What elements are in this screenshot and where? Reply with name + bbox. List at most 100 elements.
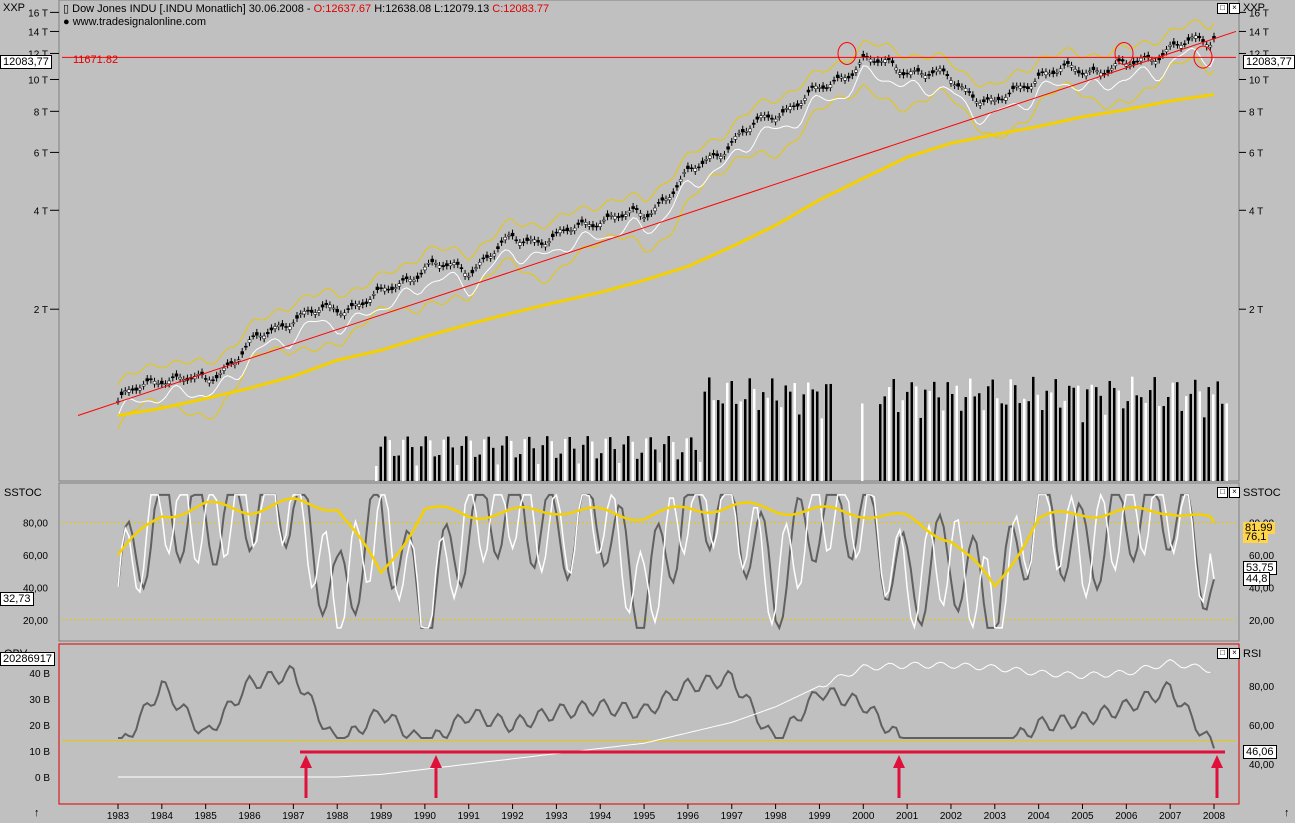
volume-bar bbox=[1032, 376, 1035, 481]
volume-bar bbox=[753, 388, 756, 481]
white-ma-line bbox=[117, 47, 1215, 417]
bollinger-upper bbox=[117, 19, 1215, 386]
volume-bar bbox=[829, 383, 832, 481]
volume-bar bbox=[712, 400, 715, 481]
volume-bar bbox=[514, 457, 517, 481]
volume-bar bbox=[496, 464, 499, 481]
candle-body bbox=[525, 237, 529, 241]
volume-bar bbox=[649, 437, 652, 481]
volume-bar bbox=[735, 403, 738, 481]
candle-body bbox=[857, 62, 862, 65]
year-label: 1984 bbox=[151, 811, 174, 822]
candle-body bbox=[510, 232, 515, 237]
candle-body bbox=[824, 87, 829, 89]
volume-bar bbox=[1113, 387, 1116, 481]
candle-body bbox=[514, 239, 518, 242]
candle-body bbox=[364, 301, 369, 304]
candle-body bbox=[309, 309, 314, 313]
volume-bar bbox=[1077, 385, 1080, 481]
maximize-icon[interactable]: □ bbox=[1217, 3, 1228, 14]
candle-body bbox=[737, 132, 741, 135]
candle-body bbox=[854, 69, 858, 73]
candle-body bbox=[313, 312, 318, 315]
symbol-label[interactable]: XXP bbox=[3, 2, 25, 14]
scroll-up-right-icon[interactable]: ↑ bbox=[1284, 807, 1290, 819]
candle-body bbox=[682, 172, 687, 174]
candle-body bbox=[733, 136, 738, 140]
year-label: 1997 bbox=[721, 811, 744, 822]
candle-body bbox=[927, 74, 931, 76]
candle-body bbox=[923, 75, 928, 79]
sstoc-white-line bbox=[117, 492, 1215, 631]
site-link[interactable]: ● www.tradesignalonline.com bbox=[63, 16, 206, 28]
candle-body bbox=[912, 70, 917, 72]
candle-body bbox=[244, 345, 248, 348]
candle-body bbox=[346, 308, 350, 310]
candle-body bbox=[412, 279, 416, 282]
volume-bar bbox=[1171, 382, 1174, 481]
candle-body bbox=[616, 216, 621, 218]
volume-bar bbox=[802, 394, 805, 481]
volume-bar bbox=[1176, 382, 1179, 481]
volume-bar bbox=[1081, 422, 1084, 481]
volume-bar bbox=[460, 445, 463, 481]
candle-body bbox=[386, 288, 391, 291]
candle-body bbox=[605, 213, 610, 217]
price-current-left: 12083,77 bbox=[0, 55, 52, 69]
candle-body bbox=[452, 262, 456, 265]
volume-bar bbox=[1104, 414, 1107, 481]
candle-body bbox=[1197, 36, 1202, 39]
volume-bar bbox=[748, 378, 751, 481]
candle-body bbox=[777, 116, 782, 118]
obv-tick-label: 10 B bbox=[29, 747, 50, 758]
year-label: 1988 bbox=[326, 811, 349, 822]
volume-bar bbox=[613, 449, 616, 481]
price-tick-label-right: 4 T bbox=[1249, 206, 1263, 217]
rsi-tick-label: 80,00 bbox=[1249, 682, 1274, 693]
volume-bar bbox=[492, 447, 495, 481]
obv-close-icon[interactable]: × bbox=[1229, 648, 1240, 659]
candle-body bbox=[795, 103, 800, 107]
candle-body bbox=[459, 267, 464, 270]
volume-bar bbox=[951, 393, 954, 481]
volume-bar bbox=[388, 440, 391, 481]
sstoc-tick-label: 20,00 bbox=[23, 616, 48, 627]
year-label: 1990 bbox=[414, 811, 437, 822]
candle-body bbox=[331, 307, 336, 310]
sstoc-close-icon[interactable]: × bbox=[1229, 487, 1240, 498]
volume-bar bbox=[928, 390, 931, 481]
scroll-up-left-icon[interactable]: ↑ bbox=[34, 807, 40, 819]
volume-bar bbox=[456, 464, 459, 481]
candle-body bbox=[1069, 65, 1074, 68]
candle-body bbox=[1044, 71, 1048, 76]
candle-body bbox=[342, 312, 347, 316]
volume-bar bbox=[429, 440, 432, 481]
volume-bar bbox=[766, 397, 769, 481]
highlight-circle bbox=[1114, 41, 1134, 65]
volume-bar bbox=[1144, 402, 1147, 481]
candle-body bbox=[258, 335, 263, 338]
sstoc-current-left: 32,73 bbox=[0, 592, 34, 606]
year-label: 1999 bbox=[808, 811, 831, 822]
bollinger-lower bbox=[117, 56, 1215, 430]
candle-body bbox=[211, 379, 215, 382]
candle-body bbox=[178, 377, 182, 380]
candle-icon: ▯ bbox=[63, 3, 70, 15]
candle-body bbox=[960, 86, 964, 89]
candle-body bbox=[828, 84, 833, 88]
volume-bar bbox=[978, 393, 981, 481]
candle-body bbox=[1186, 37, 1191, 41]
candle-body bbox=[324, 303, 328, 305]
volume-bar bbox=[676, 459, 679, 481]
volume-bar bbox=[528, 436, 531, 481]
up-arrow-head bbox=[430, 755, 442, 768]
close-value: C:12083.77 bbox=[492, 3, 550, 15]
close-icon[interactable]: × bbox=[1229, 3, 1240, 14]
volume-bar bbox=[780, 407, 783, 481]
obv-maximize-icon[interactable]: □ bbox=[1217, 648, 1228, 659]
candle-body bbox=[554, 231, 559, 234]
sstoc-maximize-icon[interactable]: □ bbox=[1217, 487, 1228, 498]
sstoc-tick-label-right: 40,00 bbox=[1249, 583, 1274, 594]
volume-bar bbox=[595, 458, 598, 481]
volume-bar bbox=[406, 436, 409, 481]
